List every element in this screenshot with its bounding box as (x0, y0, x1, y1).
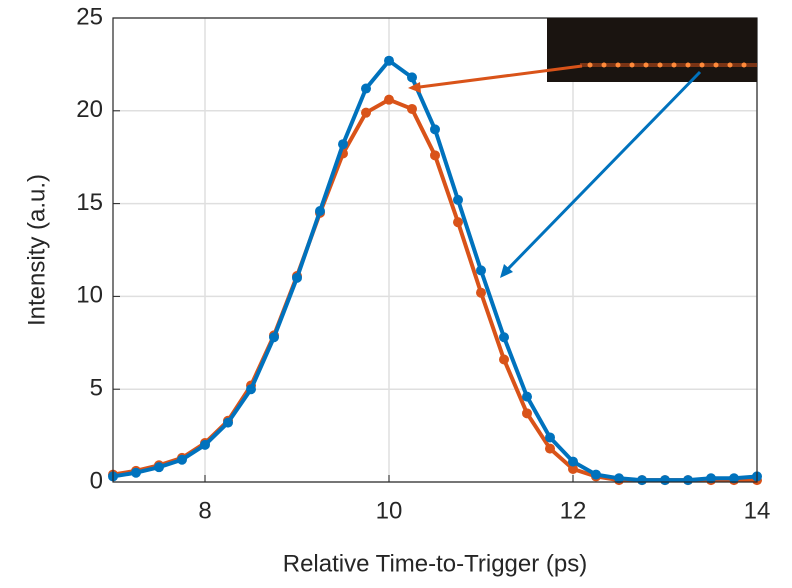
data-point (246, 384, 256, 395)
data-point (384, 94, 394, 105)
y-tick-label: 15 (76, 189, 103, 216)
data-point (614, 473, 624, 484)
data-point (568, 464, 578, 475)
y-axis-label: Intensity (a.u.) (23, 174, 50, 326)
y-tick-label: 10 (76, 282, 103, 309)
data-point (430, 124, 440, 135)
data-point (269, 332, 279, 343)
data-point (499, 354, 509, 365)
data-point (476, 287, 486, 298)
data-point (361, 83, 371, 94)
data-point (338, 139, 348, 150)
data-point (453, 194, 463, 205)
y-tick-label: 0 (90, 467, 103, 494)
data-point (545, 432, 555, 443)
data-point (729, 473, 739, 484)
data-point (568, 456, 578, 467)
inset-image (547, 18, 757, 82)
plot-area (113, 18, 757, 482)
data-point (683, 475, 693, 486)
x-tick-label: 10 (376, 497, 403, 524)
data-point (292, 272, 302, 283)
data-point (407, 103, 417, 114)
data-point (453, 217, 463, 228)
x-tick-label: 8 (198, 497, 211, 524)
data-point (407, 72, 417, 83)
data-point (499, 332, 509, 343)
data-point (384, 55, 394, 66)
data-point (361, 107, 371, 118)
data-point (223, 417, 233, 428)
x-axis-label: Relative Time-to-Trigger (ps) (283, 550, 588, 577)
data-point (154, 462, 164, 473)
y-tick-label: 20 (76, 96, 103, 123)
data-point (476, 265, 486, 276)
data-point (545, 443, 555, 454)
axes-box (112, 17, 758, 483)
y-tick-label: 5 (90, 375, 103, 402)
data-point (637, 475, 647, 486)
data-point (706, 473, 716, 484)
data-point (522, 391, 532, 402)
marks (108, 55, 762, 486)
data-point (177, 454, 187, 465)
data-point (200, 439, 210, 450)
y-tick-label: 25 (76, 3, 103, 30)
x-tick-label: 14 (744, 497, 771, 524)
data-point (522, 408, 532, 419)
arrows (408, 64, 702, 278)
x-tick-label: 12 (560, 497, 587, 524)
data-point (315, 206, 325, 217)
data-point (660, 475, 670, 486)
data-point (591, 469, 601, 480)
data-point (430, 150, 440, 161)
data-point (131, 467, 141, 478)
